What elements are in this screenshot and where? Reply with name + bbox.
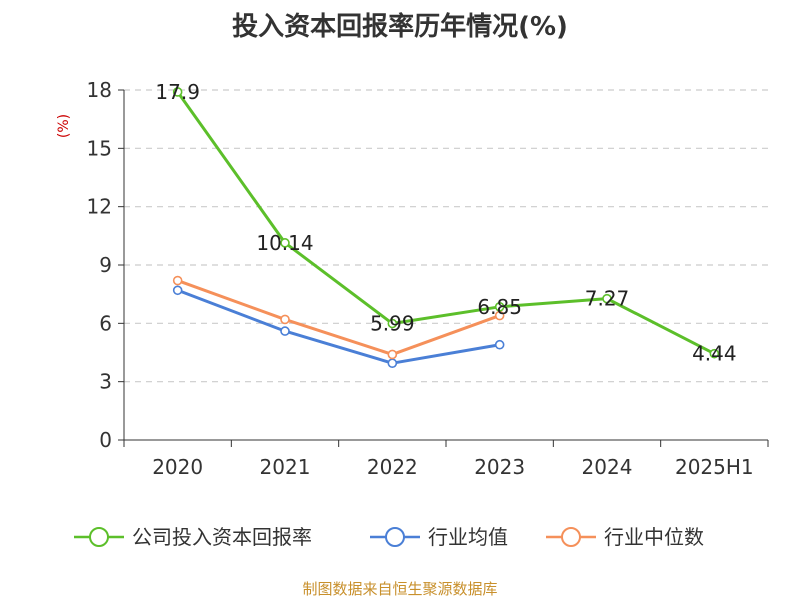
data-point (280, 326, 290, 336)
data-label: 4.44 (692, 342, 737, 366)
y-tick-label: 18 (87, 78, 112, 102)
legend-swatch-marker (385, 527, 405, 547)
data-label: 10.14 (256, 231, 313, 255)
data-point (172, 275, 183, 286)
data-label: 6.85 (477, 295, 522, 319)
series-line (177, 279, 501, 356)
chart-title: 投入资本回报率历年情况(%) (232, 12, 568, 42)
legend-label: 行业中位数 (604, 525, 704, 549)
x-tick-label: 2023 (474, 455, 525, 479)
legend: 公司投入资本回报率 行业均值 行业中位数 (74, 525, 704, 549)
x-tick-label: 2022 (367, 455, 418, 479)
axes: 0 3 6 9 12 15 18 2020 2021 2022 2023 2024 2025H1 (87, 78, 769, 479)
legend-swatch-marker (89, 527, 109, 547)
data-point (709, 348, 720, 359)
data-label: 7.27 (585, 287, 630, 311)
x-tick-label: 2020 (152, 455, 203, 479)
data-point (280, 238, 290, 248)
data-label: 5.99 (370, 312, 415, 336)
y-tick-label: 6 (99, 311, 112, 335)
data-point (494, 302, 505, 312)
y-tick-label: 0 (99, 428, 112, 452)
data-point (387, 349, 398, 360)
data-point (172, 87, 183, 97)
data-labels: 17.9 10.14 5.99 6.85 7.27 4.44 (155, 80, 736, 366)
data-point (387, 318, 398, 329)
x-tick-label: 2021 (260, 455, 311, 479)
data-point (280, 314, 290, 325)
data-point (494, 339, 505, 350)
data-point (602, 293, 612, 304)
legend-label: 公司投入资本回报率 (132, 525, 312, 549)
data-label: 17.9 (155, 80, 200, 104)
series-line (177, 288, 500, 365)
series-lines (172, 87, 720, 368)
y-tick-label: 12 (87, 195, 112, 219)
data-point (387, 358, 398, 368)
data-point (172, 285, 183, 296)
legend-label: 行业均值 (428, 525, 508, 549)
source-note: 制图数据来自恒生聚源数据库 (302, 580, 498, 598)
y-tick-label: 3 (99, 370, 112, 394)
grid-lines (124, 89, 768, 383)
x-tick-label: 2025H1 (675, 455, 754, 479)
y-axis-unit-label: (%) (56, 114, 72, 138)
y-tick-label: 9 (99, 253, 112, 277)
x-tick-label: 2024 (582, 455, 633, 479)
y-tick-label: 15 (87, 136, 112, 160)
series-line (176, 91, 716, 356)
legend-swatch-marker (561, 527, 581, 547)
